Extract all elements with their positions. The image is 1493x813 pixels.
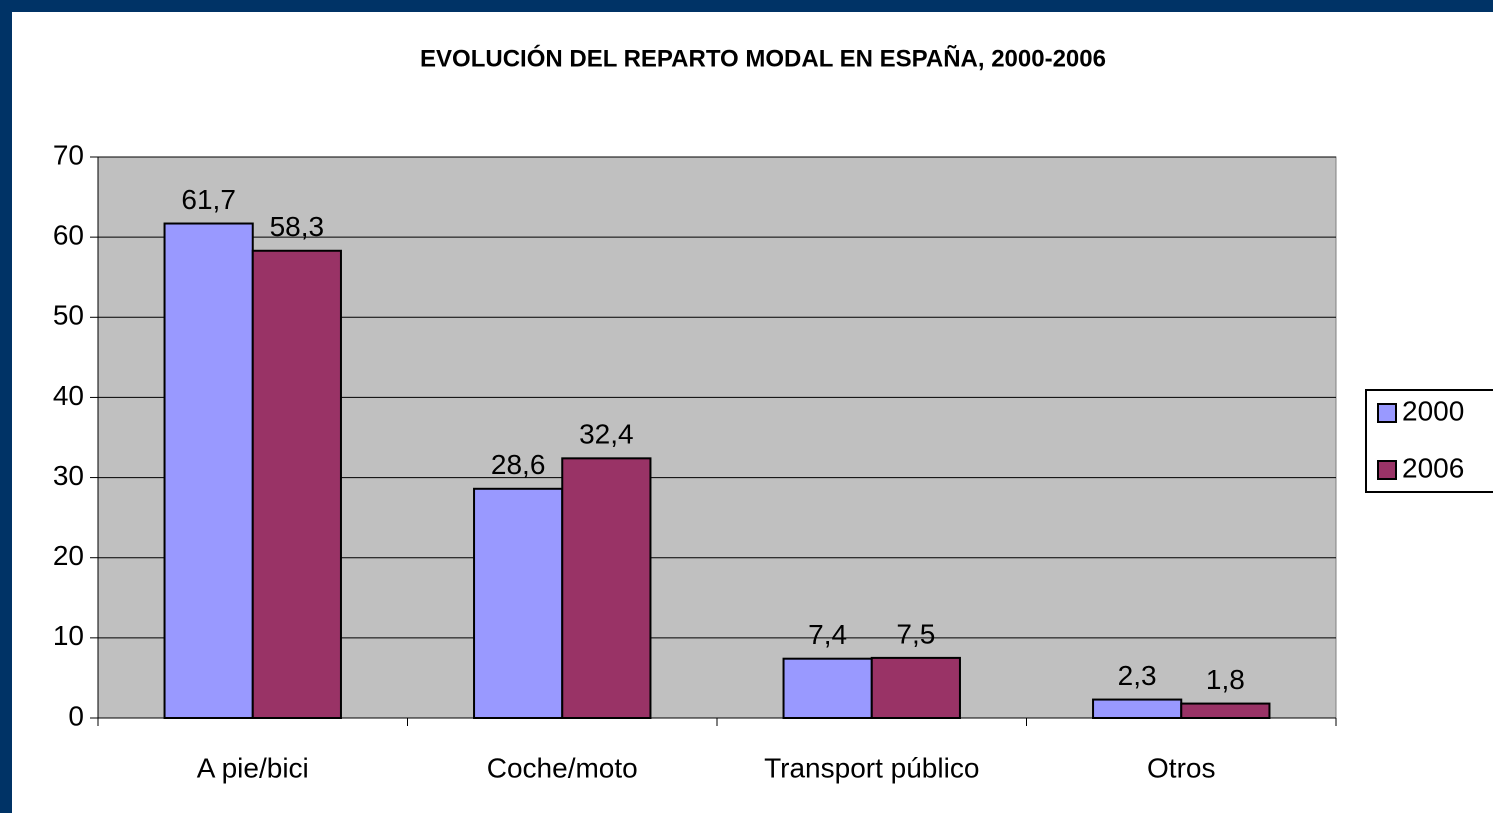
bar [473,487,564,720]
y-tick-label: 30 [53,460,84,491]
x-tick-label: Transport público [764,752,979,783]
bar [561,457,652,719]
value-label: 28,6 [491,449,546,480]
y-tick-label: 60 [53,220,84,251]
value-label: 1,8 [1206,664,1245,695]
bar [251,249,342,719]
value-label: 32,4 [579,419,634,450]
y-tick-label: 50 [53,300,84,331]
legend-swatch [1377,460,1397,480]
y-tick-label: 20 [53,540,84,571]
bar [870,656,961,720]
y-tick-label: 70 [53,139,84,170]
bar [782,657,873,719]
value-label: 58,3 [270,211,325,242]
legend-swatch [1377,403,1397,423]
x-tick-label: Coche/moto [487,752,638,783]
chart-title: EVOLUCIÓN DEL REPARTO MODAL EN ESPAÑA, 2… [420,44,1106,72]
value-label: 2,3 [1118,660,1157,691]
legend-label: 2006 [1402,452,1464,483]
legend-label: 2000 [1402,395,1464,426]
value-label: 7,4 [808,619,847,650]
bar [1180,702,1271,719]
x-tick-label: A pie/bici [197,752,309,783]
x-tick-label: Otros [1147,752,1215,783]
bar [163,222,254,719]
y-tick-label: 10 [53,620,84,651]
value-label: 7,5 [896,618,935,649]
y-tick-label: 40 [53,380,84,411]
y-tick-label: 0 [68,700,84,731]
value-label: 61,7 [181,184,236,215]
bar [1092,698,1183,719]
